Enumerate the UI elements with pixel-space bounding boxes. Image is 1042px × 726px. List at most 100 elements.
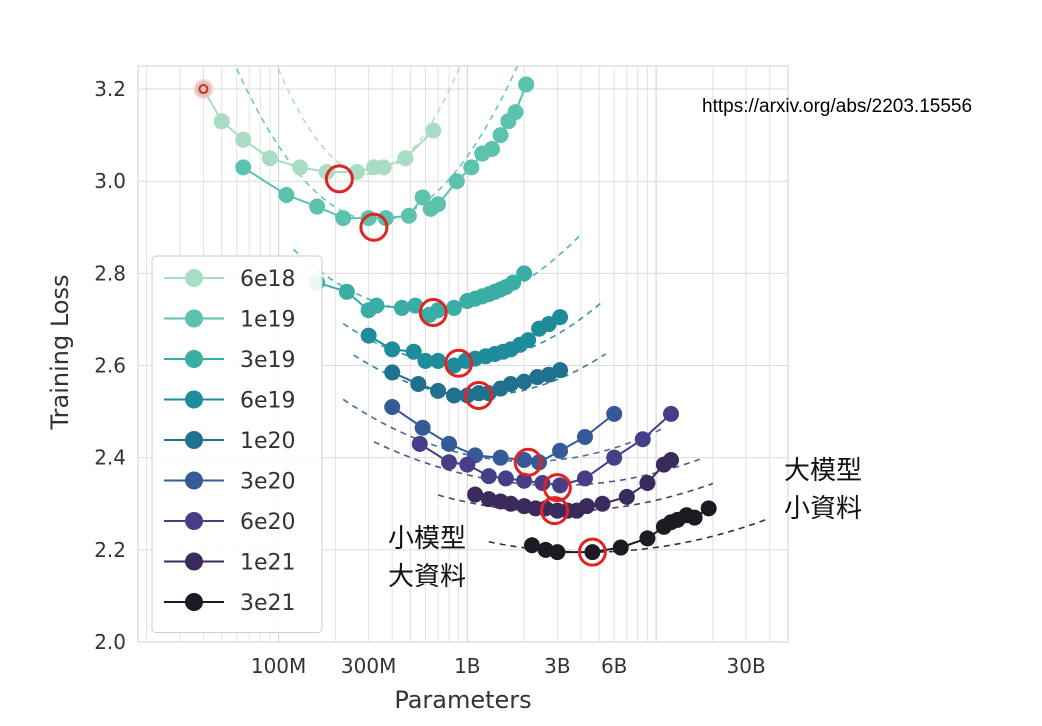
legend-marker-1e19 [185, 309, 203, 328]
optimum-marker-6e18 [324, 164, 354, 194]
annotation-large-model: 大模型 小資料 [784, 456, 863, 524]
data-point-3e20 [552, 442, 569, 459]
data-point-3e21 [523, 537, 540, 554]
legend-label-1e20: 1e20 [240, 429, 296, 454]
legend-label-6e18: 6e18 [240, 267, 296, 292]
data-point-1e19 [492, 127, 509, 144]
data-point-3e19 [516, 265, 533, 282]
optimum-marker-3e20 [513, 447, 543, 477]
data-point-1e19 [235, 159, 252, 176]
data-point-6e20 [411, 435, 428, 452]
data-point-6e20 [497, 470, 514, 487]
highlight-marker [198, 84, 209, 95]
data-point-1e19 [463, 159, 480, 176]
data-point-3e19 [368, 297, 385, 314]
x-tick-label: 100M [251, 654, 306, 678]
data-point-3e20 [531, 454, 548, 471]
optimum-marker-1e19 [359, 212, 389, 242]
data-point-1e20 [552, 362, 569, 379]
fit-curve-3e19 [292, 233, 582, 313]
data-point-6e19 [360, 327, 377, 344]
fit-curve-1e19 [235, 66, 519, 222]
data-point-3e20 [384, 398, 401, 415]
data-point-3e20 [606, 405, 623, 422]
x-tick-label: 3B [544, 654, 570, 678]
legend-marker-6e20 [185, 512, 203, 530]
data-point-3e21 [584, 544, 601, 561]
data-point-1e19 [414, 189, 431, 206]
legend-label-6e20: 6e20 [240, 510, 296, 535]
legend-marker-3e20 [185, 471, 203, 490]
legend-marker-1e20 [185, 431, 203, 449]
legend-marker-3e19 [185, 350, 203, 368]
data-point-1e19 [507, 104, 524, 121]
data-point-6e18 [425, 122, 442, 139]
data-point-6e18 [213, 113, 230, 130]
data-point-1e19 [400, 207, 417, 224]
y-tick-label: 2.2 [94, 538, 126, 562]
data-point-1e19 [335, 210, 352, 227]
y-tick-label: 2.6 [94, 354, 126, 378]
data-point-6e19 [520, 332, 537, 349]
data-point-3e21 [612, 539, 629, 556]
data-point-1e21 [594, 495, 611, 512]
data-point-1e20 [445, 387, 462, 404]
plot-border [137, 65, 789, 643]
series-line-3e20 [391, 406, 615, 464]
data-point-1e19 [377, 210, 394, 227]
optimum-marker-6e19 [444, 348, 474, 378]
legend-box [151, 255, 323, 633]
optimum-marker-1e21 [540, 496, 570, 526]
data-point-6e20 [606, 449, 623, 466]
legend-marker-1e21 [185, 552, 203, 571]
y-axis-label: Training Loss [46, 275, 74, 431]
x-tick-label: 300M [341, 654, 396, 678]
data-point-1e21 [618, 488, 635, 505]
plot-frame [137, 65, 789, 643]
data-point-6e20 [441, 454, 458, 471]
data-point-1e20 [384, 364, 401, 381]
data-point-1e21 [578, 498, 595, 515]
data-point-3e21 [549, 544, 566, 561]
y-tick-label: 3.2 [94, 77, 126, 101]
legend-label-1e19: 1e19 [240, 308, 296, 333]
legend-marker-3e21 [185, 593, 203, 611]
data-point-1e19 [518, 76, 535, 93]
data-point-1e19 [309, 198, 326, 215]
highlight-glow [193, 79, 214, 100]
x-tick-label: 6B [601, 654, 627, 678]
data-point-1e20 [430, 382, 447, 399]
y-tick-label: 2.0 [94, 630, 126, 654]
data-point-3e21 [700, 500, 717, 517]
annotation-small-model: 小模型 大資料 [388, 524, 467, 592]
data-point-3e19 [430, 302, 447, 319]
data-point-3e20 [576, 428, 593, 445]
data-point-3e20 [414, 419, 431, 436]
data-point-3e19 [393, 299, 410, 316]
x-tick-label: 1B [454, 654, 480, 678]
data-point-6e18 [292, 159, 309, 176]
legend-label-3e19: 3e19 [240, 348, 296, 373]
x-tick-label: 30B [727, 654, 766, 678]
data-point-6e18 [235, 131, 252, 148]
data-point-1e21 [502, 495, 519, 512]
legend-label-3e21: 3e21 [240, 591, 296, 616]
data-point-6e20 [663, 405, 680, 422]
data-point-6e20 [576, 470, 593, 487]
data-point-3e20 [492, 449, 509, 466]
data-point-3e19 [338, 283, 355, 300]
data-point-1e21 [467, 486, 484, 503]
legend-marker-6e18 [185, 269, 203, 287]
y-tick-label: 2.4 [94, 446, 126, 470]
series-line-6e20 [419, 413, 672, 487]
legend-label-6e19: 6e19 [240, 389, 296, 414]
data-point-3e19 [445, 299, 462, 316]
data-point-3e19 [505, 274, 522, 291]
data-point-1e20 [502, 375, 519, 392]
data-point-3e21 [639, 530, 656, 547]
source-url: https://arxiv.org/abs/2203.15556 [702, 96, 973, 117]
data-point-3e20 [441, 435, 458, 452]
data-point-6e19 [552, 309, 569, 326]
x-axis-label: Parameters [394, 686, 531, 714]
